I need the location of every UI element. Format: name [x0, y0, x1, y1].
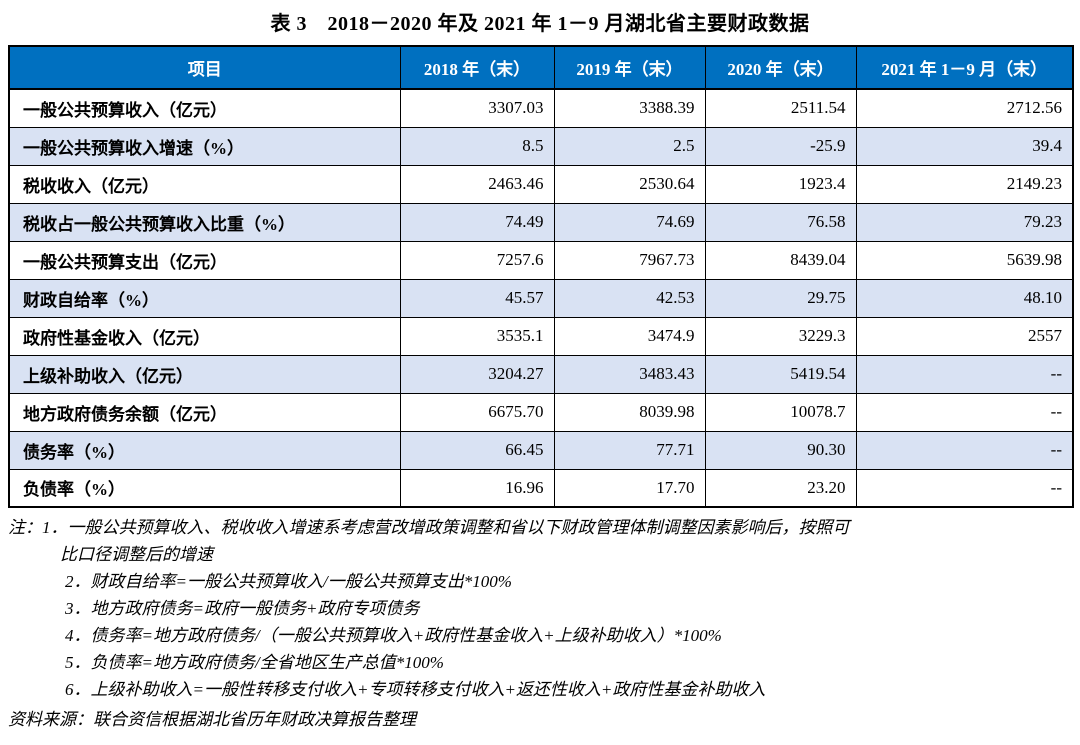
cell-value: 2463.46	[399, 164, 555, 204]
cell-value: 2530.64	[553, 164, 706, 204]
cell-value: 2712.56	[855, 88, 1074, 128]
cell-value: 48.10	[855, 278, 1074, 318]
note-2: 2．财政自给率=一般公共预算收入/一般公共预算支出*100%	[65, 572, 512, 591]
cell-value: 6675.70	[399, 392, 555, 432]
note-1: 注：1．一般公共预算收入、税收收入增速系考虑营改增政策调整和省以下财政管理体制调…	[8, 518, 850, 537]
cell-value: 16.96	[399, 468, 555, 508]
cell-value: 79.23	[855, 202, 1074, 242]
cell-value: 39.4	[855, 126, 1074, 166]
cell-value: 2557	[855, 316, 1074, 356]
cell-value: 2511.54	[704, 88, 857, 128]
row-label: 一般公共预算收入（亿元）	[8, 88, 401, 128]
cell-value: 74.49	[399, 202, 555, 242]
cell-value: 7257.6	[399, 240, 555, 280]
cell-value: 3204.27	[399, 354, 555, 394]
cell-value: 5419.54	[704, 354, 857, 394]
cell-value: 8439.04	[704, 240, 857, 280]
row-label: 政府性基金收入（亿元）	[8, 316, 401, 356]
cell-value: 8.5	[399, 126, 555, 166]
header-item: 项目	[8, 45, 401, 90]
table-row: 财政自给率（%） 45.57 42.53 29.75 48.10	[8, 278, 1074, 318]
cell-value: 3474.9	[553, 316, 706, 356]
cell-value: 76.58	[704, 202, 857, 242]
cell-value: --	[855, 392, 1074, 432]
table-row: 负债率（%） 16.96 17.70 23.20 --	[8, 468, 1074, 508]
cell-value: 42.53	[553, 278, 706, 318]
cell-value: --	[855, 354, 1074, 394]
note-5: 5．负债率=地方政府债务/全省地区生产总值*100%	[65, 653, 444, 672]
row-label: 一般公共预算收入增速（%）	[8, 126, 401, 166]
cell-value: 66.45	[399, 430, 555, 470]
header-row: 项目 2018 年（末） 2019 年（末） 2020 年（末） 2021 年 …	[8, 45, 1074, 90]
footnotes: 注：1．一般公共预算收入、税收收入增速系考虑营改增政策调整和省以下财政管理体制调…	[8, 514, 1072, 703]
cell-value: 23.20	[704, 468, 857, 508]
table-row: 政府性基金收入（亿元） 3535.1 3474.9 3229.3 2557	[8, 316, 1074, 356]
header-2020: 2020 年（末）	[704, 45, 857, 90]
cell-value: 10078.7	[704, 392, 857, 432]
cell-value: 45.57	[399, 278, 555, 318]
note-1-cont: 比口径调整后的增速	[60, 545, 213, 564]
table-row: 一般公共预算收入（亿元） 3307.03 3388.39 2511.54 271…	[8, 88, 1074, 128]
cell-value: 2149.23	[855, 164, 1074, 204]
cell-value: 29.75	[704, 278, 857, 318]
row-label: 地方政府债务余额（亿元）	[8, 392, 401, 432]
table-row: 债务率（%） 66.45 77.71 90.30 --	[8, 430, 1074, 470]
table-title: 表 3 2018－2020 年及 2021 年 1－9 月湖北省主要财政数据	[270, 13, 810, 35]
note-6: 6．上级补助收入=一般性转移支付收入+专项转移支付收入+返还性收入+政府性基金补…	[65, 680, 766, 699]
fiscal-data-table: 项目 2018 年（末） 2019 年（末） 2020 年（末） 2021 年 …	[8, 45, 1074, 508]
cell-value: 3483.43	[553, 354, 706, 394]
row-label: 税收占一般公共预算收入比重（%）	[8, 202, 401, 242]
header-2018: 2018 年（末）	[399, 45, 555, 90]
table-row: 税收收入（亿元） 2463.46 2530.64 1923.4 2149.23	[8, 164, 1074, 204]
cell-value: 7967.73	[553, 240, 706, 280]
table-row: 上级补助收入（亿元） 3204.27 3483.43 5419.54 --	[8, 354, 1074, 394]
cell-value: -25.9	[704, 126, 857, 166]
table-row: 地方政府债务余额（亿元） 6675.70 8039.98 10078.7 --	[8, 392, 1074, 432]
cell-value: --	[855, 468, 1074, 508]
cell-value: 8039.98	[553, 392, 706, 432]
data-source: 资料来源：联合资信根据湖北省历年财政决算报告整理	[8, 710, 416, 729]
note-3: 3．地方政府债务=政府一般债务+政府专项债务	[65, 599, 420, 618]
row-label: 上级补助收入（亿元）	[8, 354, 401, 394]
table-row: 一般公共预算收入增速（%） 8.5 2.5 -25.9 39.4	[8, 126, 1074, 166]
row-label: 负债率（%）	[8, 468, 401, 508]
row-label: 财政自给率（%）	[8, 278, 401, 318]
header-2021: 2021 年 1－9 月（末）	[855, 45, 1074, 90]
cell-value: --	[855, 430, 1074, 470]
row-label: 债务率（%）	[8, 430, 401, 470]
cell-value: 90.30	[704, 430, 857, 470]
cell-value: 2.5	[553, 126, 706, 166]
table-row: 一般公共预算支出（亿元） 7257.6 7967.73 8439.04 5639…	[8, 240, 1074, 280]
row-label: 一般公共预算支出（亿元）	[8, 240, 401, 280]
cell-value: 77.71	[553, 430, 706, 470]
cell-value: 3307.03	[399, 88, 555, 128]
cell-value: 1923.4	[704, 164, 857, 204]
header-2019: 2019 年（末）	[553, 45, 706, 90]
cell-value: 5639.98	[855, 240, 1074, 280]
table-row: 税收占一般公共预算收入比重（%） 74.49 74.69 76.58 79.23	[8, 202, 1074, 242]
note-4: 4．债务率=地方政府债务/（一般公共预算收入+政府性基金收入+上级补助收入）*1…	[65, 626, 722, 645]
cell-value: 17.70	[553, 468, 706, 508]
cell-value: 74.69	[553, 202, 706, 242]
cell-value: 3229.3	[704, 316, 857, 356]
cell-value: 3388.39	[553, 88, 706, 128]
cell-value: 3535.1	[399, 316, 555, 356]
row-label: 税收收入（亿元）	[8, 164, 401, 204]
